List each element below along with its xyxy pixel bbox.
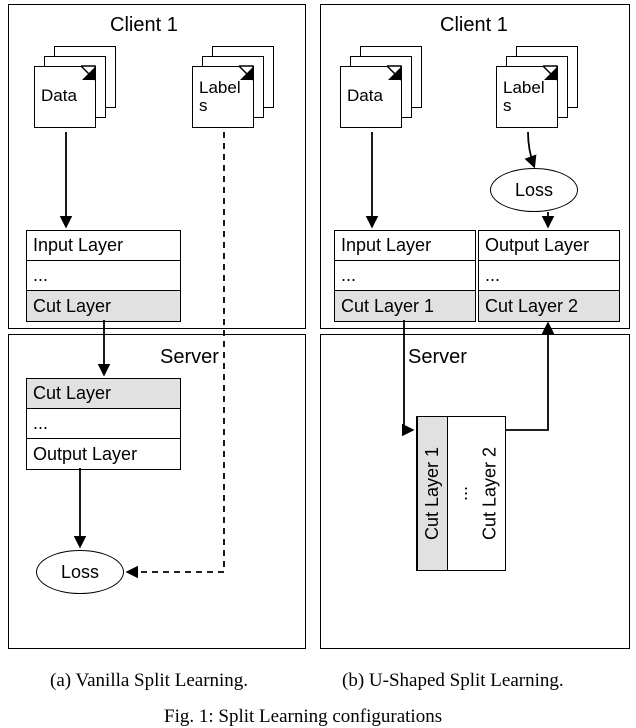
right-client-stack-left: Input Layer ... Cut Layer 1 xyxy=(334,230,476,322)
left-client-row-0: Input Layer xyxy=(27,231,180,261)
right-client-stack-right: Output Layer ... Cut Layer 2 xyxy=(478,230,620,322)
right-labels-doc-stack: Label s xyxy=(496,46,582,132)
left-server-row-1: ... xyxy=(27,409,180,439)
right-caption: (b) U-Shaped Split Learning. xyxy=(342,670,564,692)
left-caption: (a) Vanilla Split Learning. xyxy=(50,670,248,692)
left-loss-label: Loss xyxy=(61,562,99,583)
right-loss-label: Loss xyxy=(515,180,553,201)
left-server-stack: Cut Layer ... Output Layer xyxy=(26,378,181,470)
right-client-title: Client 1 xyxy=(440,14,508,36)
left-labels-doc-stack: Label s xyxy=(192,46,278,132)
left-client-title: Client 1 xyxy=(110,14,178,36)
right-server-col-1: ... xyxy=(447,417,475,570)
left-client-row-1: ... xyxy=(27,261,180,291)
left-loss-ellipse: Loss xyxy=(36,550,124,594)
left-data-doc-stack: Data xyxy=(34,46,120,132)
left-server-row-2: Output Layer xyxy=(27,439,180,469)
right-client-right-row-2: Cut Layer 2 xyxy=(479,291,619,321)
left-server-title: Server xyxy=(160,346,219,368)
right-labels-label: Label s xyxy=(503,79,557,115)
right-server-title: Server xyxy=(408,346,467,368)
left-client-stack: Input Layer ... Cut Layer xyxy=(26,230,181,322)
left-server-row-0: Cut Layer xyxy=(27,379,180,409)
figure-caption: Fig. 1: Split Learning configurations xyxy=(164,706,442,728)
right-client-left-row-2: Cut Layer 1 xyxy=(335,291,475,321)
right-server-stack: Cut Layer 1 ... Cut Layer 2 xyxy=(416,416,506,571)
right-client-left-row-1: ... xyxy=(335,261,475,291)
left-data-label: Data xyxy=(41,87,77,105)
right-loss-ellipse: Loss xyxy=(490,168,578,212)
right-client-right-row-0: Output Layer xyxy=(479,231,619,261)
right-client-left-row-0: Input Layer xyxy=(335,231,475,261)
right-data-doc-stack: Data xyxy=(340,46,426,132)
right-data-label: Data xyxy=(347,87,383,105)
left-client-row-2: Cut Layer xyxy=(27,291,180,321)
right-server-col-0: Cut Layer 1 xyxy=(417,417,447,570)
right-server-col-2: Cut Layer 2 xyxy=(475,417,505,570)
right-client-right-row-1: ... xyxy=(479,261,619,291)
left-labels-label: Label s xyxy=(199,79,253,115)
